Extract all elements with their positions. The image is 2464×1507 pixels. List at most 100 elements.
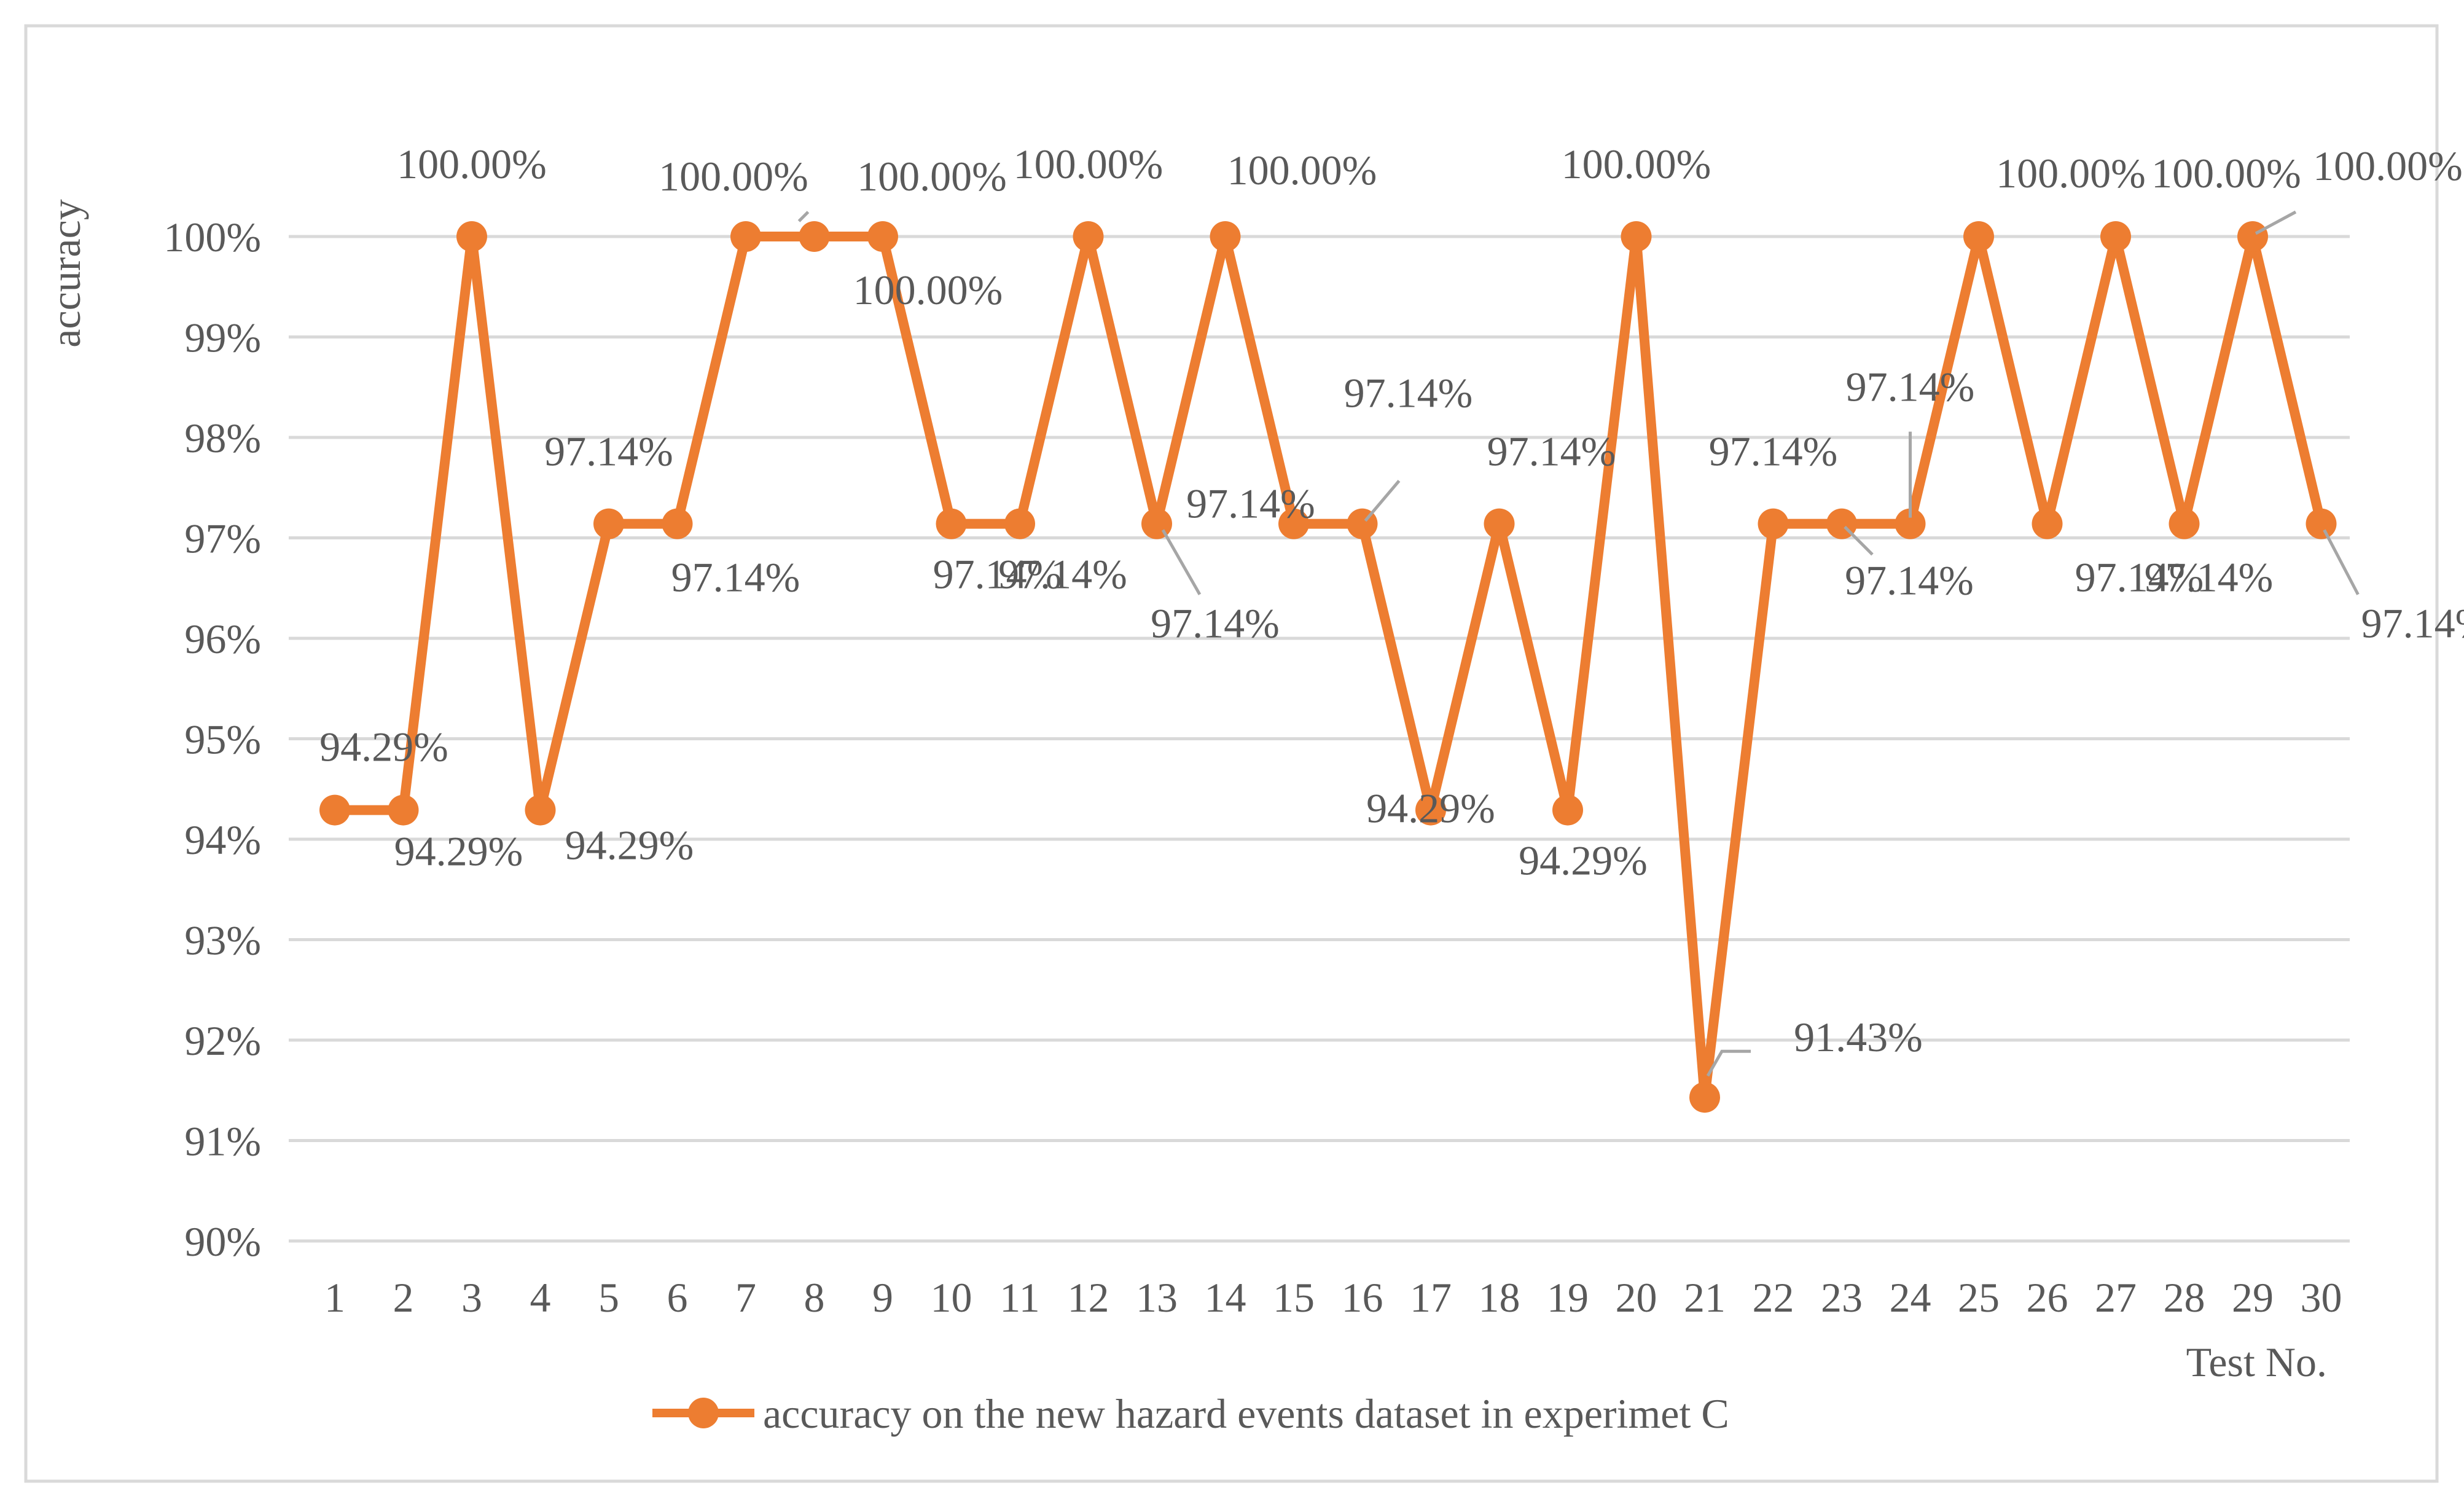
data-point[interactable] (1484, 508, 1515, 539)
data-label: 97.14% (998, 551, 1127, 598)
x-tick-label: 8 (804, 1274, 825, 1321)
data-point[interactable] (525, 794, 556, 826)
data-label: 97.14% (1709, 428, 1838, 475)
legend[interactable]: accuracy on the new hazard events datase… (652, 1390, 1729, 1437)
y-tick-label: 95% (184, 716, 261, 763)
data-label: 94.29% (1366, 785, 1495, 832)
data-label: 94.29% (394, 828, 523, 875)
data-label-leader (797, 211, 810, 222)
data-label: 100.00% (397, 141, 547, 187)
data-label-leader (1161, 529, 1202, 595)
x-tick-label: 30 (2301, 1274, 2342, 1321)
data-point[interactable] (388, 794, 419, 826)
x-tick-label: 20 (1616, 1274, 1657, 1321)
x-tick-label: 21 (1684, 1274, 1726, 1321)
data-point[interactable] (319, 794, 350, 826)
x-tick-label: 2 (393, 1274, 414, 1321)
x-tick-label: 19 (1547, 1274, 1589, 1321)
x-tick-label: 6 (667, 1274, 688, 1321)
legend-marker-swatch (688, 1398, 719, 1428)
data-point[interactable] (456, 221, 487, 252)
x-tick-label: 10 (931, 1274, 972, 1321)
data-labels: 94.29%94.29%100.00%94.29%97.14%97.14%100… (319, 141, 2464, 1060)
data-label: 100.00% (1227, 147, 1377, 194)
data-label: 97.14% (1344, 370, 1473, 417)
y-tick-label: 99% (184, 315, 261, 361)
x-tick-label: 4 (530, 1274, 551, 1321)
data-label: 100.00% (2313, 143, 2463, 189)
data-point[interactable] (1415, 794, 1446, 826)
data-label: 100.00% (853, 267, 1003, 313)
data-label: 97.14% (1151, 600, 1280, 647)
x-tick-label: 24 (1890, 1274, 1931, 1321)
data-label: 97.14% (2361, 600, 2464, 647)
x-tick-label: 14 (1205, 1274, 1246, 1321)
data-point[interactable] (593, 508, 624, 539)
data-point[interactable] (2169, 508, 2200, 539)
data-label: 100.00% (1014, 141, 1164, 187)
data-label-leader (1844, 525, 1874, 556)
data-point[interactable] (1210, 221, 1241, 252)
data-point[interactable] (1895, 508, 1926, 539)
x-tick-labels: 1 2 3 4 5 6 7 8 9 10 11 12 13 14 15 16 17 18 19 20 21 22 23 24 2… (324, 1274, 2342, 1321)
legend-label: accuracy on the new hazard events datase… (763, 1390, 1729, 1437)
data-label-leader (2323, 529, 2360, 595)
data-label: 97.14% (1846, 364, 1975, 410)
x-tick-label: 18 (1479, 1274, 1520, 1321)
x-tick-label: 15 (1273, 1274, 1315, 1321)
y-axis-title: accuracy (42, 199, 89, 348)
x-tick-label: 11 (999, 1274, 1039, 1321)
data-point[interactable] (2100, 221, 2131, 252)
data-label-leader (2255, 210, 2297, 235)
data-label: 94.29% (319, 724, 448, 770)
data-point[interactable] (1963, 221, 1994, 252)
data-label: 97.14% (544, 428, 673, 475)
y-tick-label: 94% (184, 816, 261, 863)
data-label-leader (1706, 1049, 1751, 1077)
data-point[interactable] (867, 221, 898, 252)
y-tick-label: 98% (184, 415, 261, 461)
data-label: 94.29% (1519, 837, 1648, 884)
data-point[interactable] (2032, 508, 2063, 539)
data-label: 97.14% (1487, 428, 1616, 475)
data-label: 97.14% (671, 554, 800, 601)
data-point[interactable] (1278, 508, 1309, 539)
y-tick-labels: 90% 91% 92% 93% 94% 95% 96% 97% 98% 99% 100% (163, 214, 261, 1265)
x-tick-label: 26 (2027, 1274, 2068, 1321)
y-tick-label: 90% (184, 1218, 261, 1265)
data-label: 94.29% (565, 822, 694, 869)
data-point[interactable] (1689, 1082, 1720, 1113)
y-tick-label: 92% (184, 1017, 261, 1064)
data-point[interactable] (730, 221, 761, 252)
data-point[interactable] (1552, 794, 1583, 826)
data-point[interactable] (1141, 508, 1172, 539)
data-point[interactable] (936, 508, 967, 539)
y-tick-label: 96% (184, 616, 261, 662)
data-point[interactable] (1073, 221, 1104, 252)
data-label: 97.14% (933, 551, 1062, 598)
data-label: 100.00% (2151, 150, 2301, 197)
x-tick-label: 9 (872, 1274, 893, 1321)
data-point[interactable] (1758, 508, 1789, 539)
data-label: 100.00% (1996, 150, 2146, 197)
data-label-leaders (797, 210, 2360, 1077)
gridlines (289, 235, 2350, 1243)
data-label: 100.00% (857, 153, 1007, 200)
data-point[interactable] (662, 508, 693, 539)
x-tick-label: 22 (1753, 1274, 1794, 1321)
x-tick-label: 29 (2232, 1274, 2274, 1321)
x-tick-label: 28 (2164, 1274, 2205, 1321)
data-point[interactable] (2306, 508, 2337, 539)
y-tick-label: 97% (184, 515, 261, 562)
x-tick-label: 7 (735, 1274, 756, 1321)
x-tick-label: 1 (324, 1274, 345, 1321)
y-tick-label: 100% (163, 214, 261, 260)
data-point[interactable] (1004, 508, 1035, 539)
data-label: 97.14% (2075, 554, 2204, 601)
data-point[interactable] (799, 221, 830, 252)
x-tick-label: 13 (1136, 1274, 1178, 1321)
y-tick-label: 93% (184, 917, 261, 964)
data-point[interactable] (2237, 221, 2268, 252)
data-point[interactable] (1621, 221, 1652, 252)
